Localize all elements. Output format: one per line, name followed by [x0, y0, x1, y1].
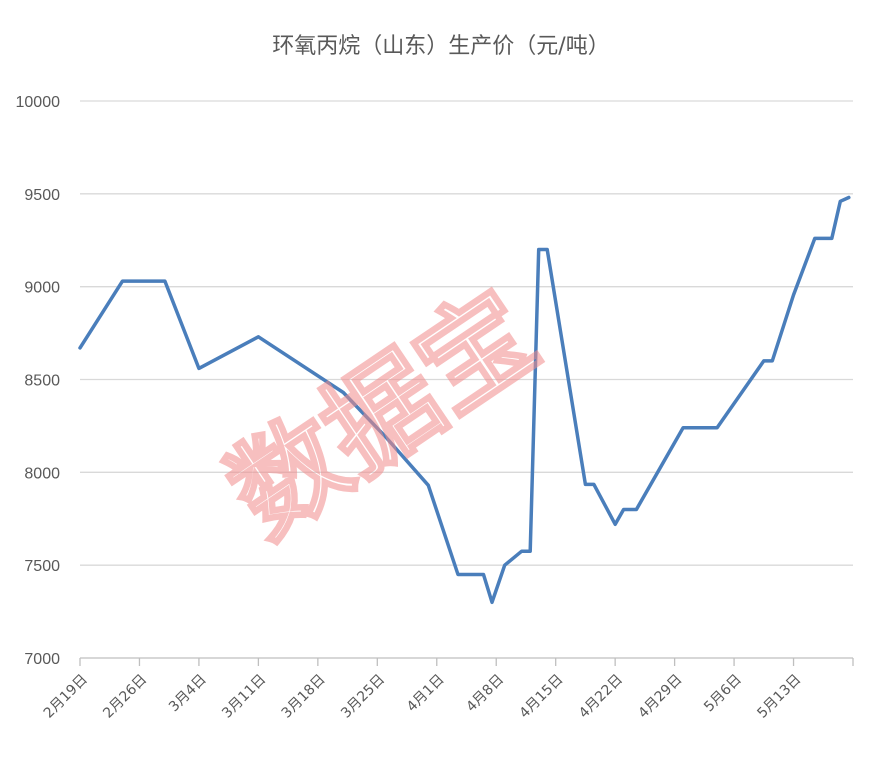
y-tick-label: 9500 [24, 187, 60, 204]
y-tick-label: 7500 [24, 558, 60, 575]
y-tick-label: 9000 [24, 280, 60, 297]
y-tick-label: 10000 [16, 94, 61, 111]
y-tick-label: 8000 [24, 465, 60, 482]
y-tick-label: 8500 [24, 373, 60, 390]
gridlines [80, 100, 853, 566]
chart-title: 环氧丙烷（山东）生产价（元/吨） [272, 34, 609, 59]
y-axis-ticks: 7000 7500 8000 8500 9000 9500 10000 [16, 94, 61, 668]
series-line [78, 195, 851, 605]
series-layer [78, 195, 851, 605]
y-tick-label: 7000 [24, 651, 60, 668]
